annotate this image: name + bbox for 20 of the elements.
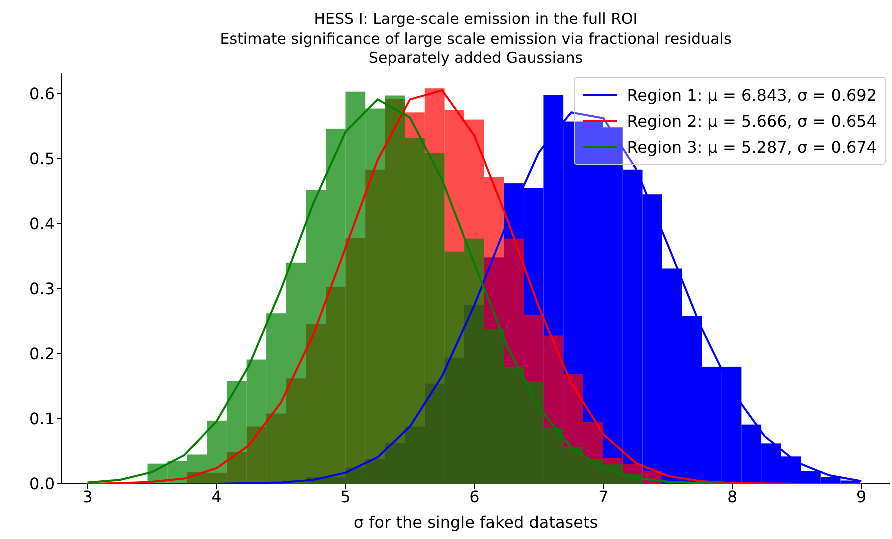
y-tick-label: 0.3	[30, 280, 55, 299]
y-tick-label: 0.5	[30, 150, 55, 169]
y-tick-label: 0.2	[30, 344, 55, 364]
legend-label: Region 2: μ = 5.666, σ = 0.654	[627, 112, 877, 130]
y-tick-label: 0.6	[30, 84, 55, 104]
x-tick-label: 8	[728, 487, 738, 506]
x-tick-label: 5	[340, 487, 351, 506]
y-tick-label: 0.4	[30, 214, 55, 234]
chart-subtitle: Estimate significance of large scale emission via fractional residuals Separately added Gaussians	[220, 30, 732, 67]
x-tick-label: 9	[856, 487, 867, 506]
y-tick-label: 0.0	[30, 474, 55, 494]
legend-label: Region 1: μ = 6.843, σ = 0.692	[627, 86, 877, 104]
x-tick-label: 3	[82, 487, 93, 506]
x-tick-label: 7	[598, 487, 609, 506]
x-tick-label: 6	[470, 487, 480, 506]
y-tick-label: 0.1	[30, 410, 55, 429]
legend-label: Region 3: μ = 5.287, σ = 0.674	[627, 138, 877, 156]
chart-title: HESS I: Large-scale emission in the full ROI	[314, 10, 638, 28]
x-tick-label: 4	[212, 487, 222, 506]
x-axis-title: σ for the single faked datasets	[354, 513, 598, 532]
